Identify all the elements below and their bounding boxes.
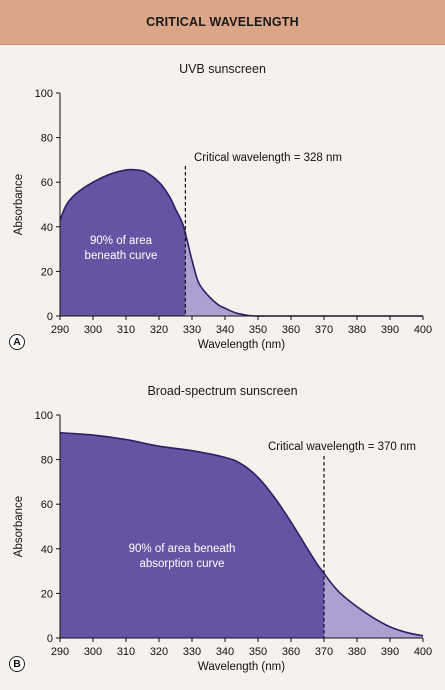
area-90-percent [60,169,186,316]
area-tail [324,573,423,638]
y-tick-label: 60 [41,177,53,189]
y-tick-label: 20 [41,266,53,278]
x-tick-label: 300 [84,324,102,336]
x-tick-label: 290 [51,324,69,336]
x-tick-label: 390 [381,324,399,336]
critical-wavelength-label: Critical wavelength = 328 nm [194,152,342,164]
panel-a-title: UVB sunscreen [179,62,266,76]
x-tick-label: 320 [150,646,168,658]
x-tick-label: 360 [282,324,300,336]
y-axis-title: Absorbance [13,496,25,557]
y-tick-label: 80 [41,455,53,467]
panel-b-badge: B [9,656,25,672]
area-label-line: 90% of area beneath [129,543,236,555]
x-tick-label: 370 [315,646,333,658]
x-tick-label: 370 [315,324,333,336]
figure-title: CRITICAL WAVELENGTH [146,15,299,29]
x-axis-title: Wavelength (nm) [198,339,285,351]
x-tick-label: 320 [150,324,168,336]
x-tick-label: 300 [84,646,102,658]
figure-header: CRITICAL WAVELENGTH [0,0,445,45]
panel-a-badge: A [9,334,25,350]
area-label-line: absorption curve [139,558,224,570]
area-tail [185,233,423,317]
area-90-percent [60,432,324,638]
x-tick-label: 290 [51,646,69,658]
x-axis-title: Wavelength (nm) [198,661,285,673]
y-tick-label: 20 [41,588,53,600]
x-tick-label: 340 [216,324,234,336]
y-tick-label: 40 [41,222,53,234]
x-tick-label: 400 [414,324,432,336]
area-label-line: 90% of area [90,235,153,247]
x-tick-label: 310 [117,646,135,658]
y-tick-label: 0 [47,633,53,645]
x-tick-label: 350 [249,646,267,658]
y-tick-label: 0 [47,311,53,323]
critical-wavelength-label: Critical wavelength = 370 nm [268,441,416,453]
absorbance-curve [59,432,424,637]
panel-b-title: Broad-spectrum sunscreen [147,384,298,398]
y-tick-label: 100 [35,88,53,100]
y-tick-label: 60 [41,499,53,511]
x-tick-label: 380 [348,646,366,658]
x-tick-label: 400 [414,646,432,658]
y-tick-label: 100 [35,410,53,422]
y-axis-title: Absorbance [13,174,25,235]
x-tick-label: 350 [249,324,267,336]
x-tick-label: 380 [348,324,366,336]
x-tick-label: 390 [381,646,399,658]
x-tick-label: 310 [117,324,135,336]
y-tick-label: 80 [41,133,53,145]
y-tick-label: 40 [41,544,53,556]
x-tick-label: 360 [282,646,300,658]
x-tick-label: 330 [183,324,201,336]
x-tick-label: 330 [183,646,201,658]
x-tick-label: 340 [216,646,234,658]
area-label-line: beneath curve [85,250,158,262]
